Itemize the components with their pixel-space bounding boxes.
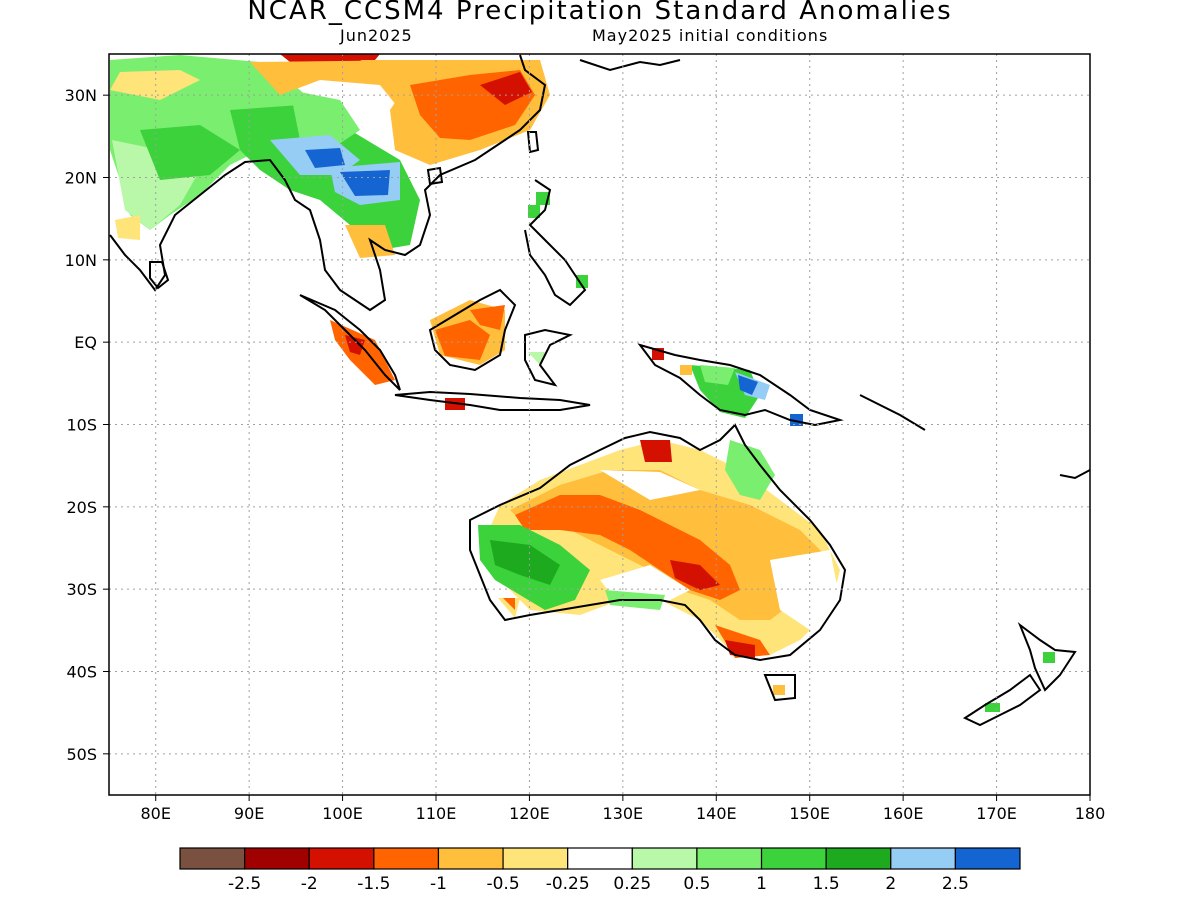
anomaly-patch [140,125,240,180]
borneo-coastline [428,288,517,372]
sulawesi-coastline [524,328,574,387]
longitude-label: 110E [416,804,457,823]
colorbar-label: 0.5 [683,874,710,894]
initial-conditions: May2025 initial conditions [592,26,829,45]
longitude-label: 80E [140,804,170,823]
map-title: NCAR_CCSM4 Precipitation Standard Anomal… [247,0,953,26]
fiji-coastline [1059,469,1090,480]
anomaly-patch [576,275,588,288]
colorbar-swatch [631,847,698,870]
solomon-islands-coastline [859,394,926,431]
anomaly-patch [115,215,140,240]
colorbar-swatch [890,847,956,870]
anomaly-patch [770,550,840,630]
colorbar-swatch [760,847,827,870]
colorbar: -2.5 -2 -1.5 -1 -0.5 -0.25 0.25 0.5 1 1.5 2 2.5 [179,847,1021,894]
latitude-label: EQ [74,333,97,352]
colorbar-swatch [567,847,633,870]
new-zealand-south-coastline [962,673,1042,727]
anomaly-patch [290,90,360,150]
colorbar-swatch [179,847,246,870]
anomaly-patch [670,560,720,590]
anomaly-patch [435,320,490,360]
longitude-axis: 80E 90E 100E 110E 120E 130E 140E 150E 160E 170E 18… [140,795,1105,823]
latitude-label: 10S [66,416,97,435]
anomaly-patch [250,60,430,110]
anomaly-patch [503,598,515,610]
colorbar-swatch [244,847,310,870]
new-guinea-coastline [637,343,844,427]
colorbar-label: -1.5 [357,874,390,894]
longitude-label: 90E [234,804,264,823]
latitude-label: 50S [66,745,97,764]
colorbar-label: -1 [430,874,447,894]
anomaly-patch [725,440,775,500]
colorbar-swatch [308,847,375,870]
colorbar-swatch [373,847,440,870]
colorbar-label: 1.5 [813,874,840,894]
japan-coastline [579,59,681,72]
colorbar-swatch [825,847,892,870]
colorbar-label: 2.5 [942,874,969,894]
java-coastline [394,390,591,411]
taiwan-coastline [526,131,540,154]
latitude-label: 40S [66,663,97,682]
colorbar-label: 1 [756,874,767,894]
longitude-label: 130E [603,804,644,823]
colorbar-swatch [502,847,569,870]
latitude-label: 20N [65,169,97,188]
graticule [109,54,1090,795]
latitude-label: 30S [66,580,97,599]
philippines-coastline [524,179,587,307]
anomaly-patch [110,70,200,100]
forecast-month: Jun2025 [340,26,413,45]
anomaly-patch [490,540,560,585]
australia-coastline [469,423,847,662]
anomaly-fields [110,54,1055,712]
latitude-label: 30N [65,86,97,105]
longitude-label: 170E [976,804,1017,823]
anomaly-patch [528,205,540,218]
longitude-label: 180 [1075,804,1106,823]
colorbar-label: -2.5 [228,874,261,894]
colorbar-label: 2 [885,874,896,894]
anomaly-patch [680,365,692,375]
anomaly-patch [738,375,758,395]
anomaly-patch [340,170,390,196]
tasmania-coastline [763,674,796,702]
anomaly-patch [470,305,505,330]
colorbar-swatch [696,847,763,870]
colorbar-swatch [437,847,504,870]
anomaly-patch [640,440,672,462]
anomaly-patch [345,335,365,355]
sumatra-coastline [299,294,401,391]
longitude-label: 150E [789,804,830,823]
colorbar-label: -0.5 [486,874,519,894]
anomaly-patch [305,148,345,168]
longitude-label: 160E [883,804,924,823]
latitude-label: 20S [66,498,97,517]
latitude-axis: 30N 20N 10N EQ 10S 20S 30S 40S 50S [65,86,109,764]
new-zealand-north-coastline [1017,622,1077,692]
sri-lanka-coastline [149,261,170,290]
latitude-label: 10N [65,251,97,270]
colorbar-label: 0.25 [613,874,651,894]
anomaly-patch [700,365,735,385]
anomaly-patch [773,685,785,695]
anomaly-patch [600,470,700,500]
anomaly-patch [715,625,770,658]
asia-coastline [109,54,547,312]
anomaly-patch [790,414,803,426]
colorbar-swatch [954,847,1021,870]
longitude-label: 120E [509,804,550,823]
longitude-label: 100E [322,804,363,823]
colorbar-label: -2 [301,874,318,894]
anomaly-patch [1043,652,1055,663]
longitude-label: 140E [696,804,737,823]
colorbar-label: -0.25 [546,874,590,894]
anomaly-patch [480,72,532,105]
